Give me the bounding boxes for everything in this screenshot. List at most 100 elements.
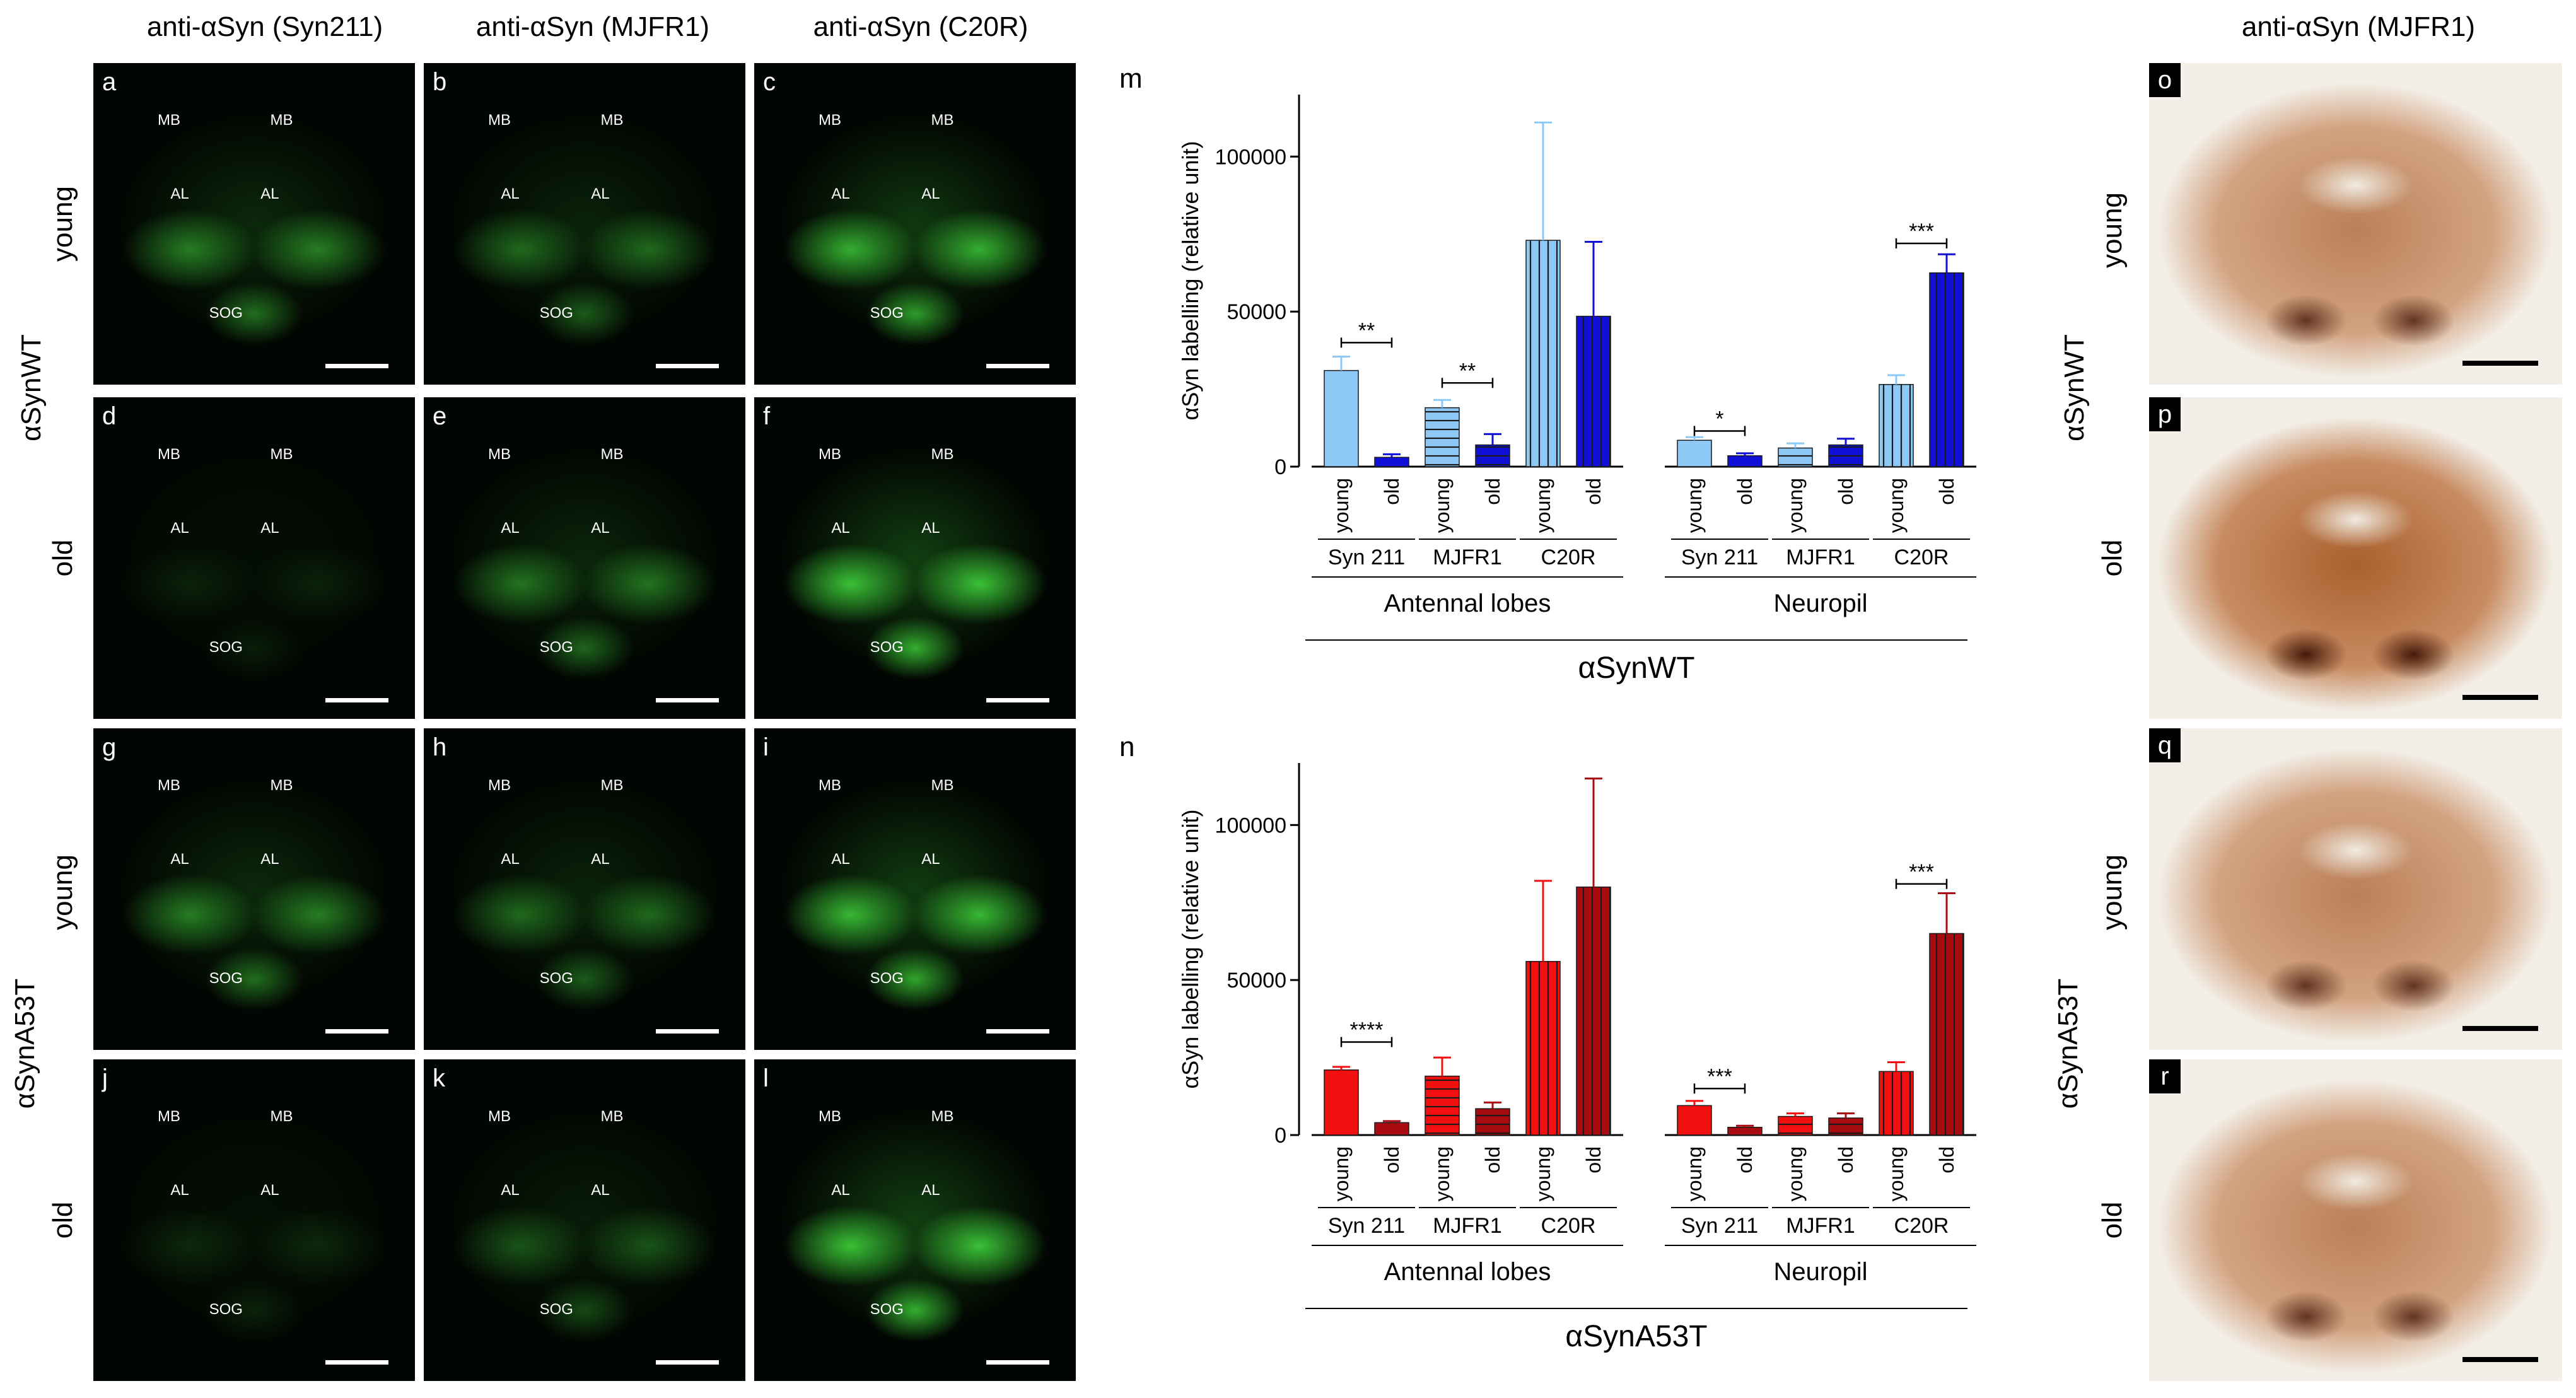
category-label: old xyxy=(1734,478,1756,505)
ihc-genotype-label-a53t: αSynA53T xyxy=(2053,978,2084,1109)
scale-bar xyxy=(656,364,719,368)
ihc-panel-o: o xyxy=(2149,63,2562,385)
bar-6 xyxy=(1677,1105,1712,1136)
antibody-group-label: C20R xyxy=(1894,545,1949,569)
region-label-al: AL xyxy=(170,519,189,537)
category-label: young xyxy=(1431,1146,1454,1201)
region-label-al: AL xyxy=(921,1181,940,1199)
panel-letter: h xyxy=(433,733,447,761)
significance-label: ** xyxy=(1358,318,1375,342)
brain-fluorescence-image xyxy=(754,728,1076,1050)
scale-bar xyxy=(2462,361,2538,366)
brain-fluorescence-image xyxy=(424,1059,745,1381)
fluorescence-panel-g: g MB MB AL AL SOG xyxy=(93,728,415,1050)
panel-letter: r xyxy=(2149,1059,2181,1093)
brain-fluorescence-image xyxy=(424,63,745,385)
chart-n-letter: n xyxy=(1119,731,1135,762)
panel-letter: q xyxy=(2149,728,2181,762)
bar-8 xyxy=(1778,447,1813,467)
region-label-mb: MB xyxy=(931,445,954,463)
scale-bar xyxy=(986,1360,1049,1365)
panel-letter: e xyxy=(433,402,447,430)
region-label-sog: SOG xyxy=(870,304,904,322)
column-title-c20r: anti-αSyn (C20R) xyxy=(813,11,1029,42)
antibody-group-label: C20R xyxy=(1541,545,1596,569)
bar-11 xyxy=(1929,933,1964,1136)
ihc-row-label-old-wt: old xyxy=(2097,539,2128,577)
significance-label: ** xyxy=(1459,359,1476,383)
category-label: young xyxy=(1784,478,1807,533)
bar-3 xyxy=(1475,444,1510,467)
category-label: young xyxy=(1885,1146,1908,1201)
bar-4 xyxy=(1525,240,1561,467)
bar-10 xyxy=(1879,383,1914,467)
y-tick-label: 0 xyxy=(1274,1124,1286,1148)
region-label-al: AL xyxy=(831,185,850,202)
fluorescence-panel-h: h MB MB AL AL SOG xyxy=(424,728,745,1050)
category-label: old xyxy=(1734,1146,1756,1174)
antibody-group-label: MJFR1 xyxy=(1786,545,1855,569)
region-label-mb: MB xyxy=(931,776,954,794)
fluorescence-panel-e: e MB MB AL AL SOG xyxy=(424,397,745,719)
scale-bar xyxy=(2462,1357,2538,1362)
region-label-al: AL xyxy=(921,850,940,868)
region-group-label: Antennal lobes xyxy=(1384,1258,1551,1286)
fluorescence-panel-a: a MB MB AL AL SOG xyxy=(93,63,415,385)
genotype-label-wt: αSynWT xyxy=(16,334,47,441)
brain-fluorescence-image xyxy=(754,397,1076,719)
y-tick-label: 100000 xyxy=(1215,813,1286,837)
region-label-mb: MB xyxy=(600,111,624,129)
region-label-mb: MB xyxy=(819,445,841,463)
y-tick-label: 100000 xyxy=(1215,145,1286,169)
region-label-mb: MB xyxy=(158,445,180,463)
genotype-label-a53t: αSynA53T xyxy=(9,978,40,1109)
antibody-group-label: MJFR1 xyxy=(1433,545,1502,569)
region-label-mb: MB xyxy=(600,445,624,463)
panel-letter: i xyxy=(763,733,769,761)
ihc-row-label-young-a53t: young xyxy=(2097,854,2128,930)
brain-fluorescence-image xyxy=(424,397,745,719)
bar-1 xyxy=(1374,1122,1409,1136)
region-label-mb: MB xyxy=(158,1107,180,1125)
significance-label: *** xyxy=(1909,219,1934,243)
category-label: old xyxy=(1582,1146,1605,1174)
brain-fluorescence-image xyxy=(93,1059,415,1381)
fluorescence-panel-d: d MB MB AL AL SOG xyxy=(93,397,415,719)
panel-letter: l xyxy=(763,1064,769,1092)
region-label-al: AL xyxy=(501,519,520,537)
panel-letter: c xyxy=(763,68,776,96)
panel-letter: p xyxy=(2149,397,2181,431)
y-axis-label: αSyn labelling (relative unit) xyxy=(1177,809,1203,1088)
region-label-mb: MB xyxy=(600,776,624,794)
brain-fluorescence-image xyxy=(93,63,415,385)
category-label: young xyxy=(1683,1146,1706,1201)
column-title-syn211: anti-αSyn (Syn211) xyxy=(146,11,383,42)
region-label-mb: MB xyxy=(819,111,841,129)
region-label-al: AL xyxy=(260,1181,279,1199)
antibody-group-label: MJFR1 xyxy=(1433,1214,1502,1238)
panel-letter: b xyxy=(433,68,447,96)
region-label-mb: MB xyxy=(488,111,511,129)
region-label-al: AL xyxy=(831,850,850,868)
bar-5 xyxy=(1576,315,1611,467)
ihc-panel-p: p xyxy=(2149,397,2562,719)
antibody-group-label: MJFR1 xyxy=(1786,1214,1855,1238)
region-label-mb: MB xyxy=(488,1107,511,1125)
brain-fluorescence-image xyxy=(754,63,1076,385)
category-label: old xyxy=(1481,478,1504,505)
scale-bar xyxy=(325,1360,388,1365)
region-label-mb: MB xyxy=(931,111,954,129)
region-label-mb: MB xyxy=(270,776,293,794)
region-label-sog: SOG xyxy=(209,304,243,322)
category-label: young xyxy=(1532,478,1554,533)
significance-label: *** xyxy=(1909,860,1934,884)
region-label-mb: MB xyxy=(158,776,180,794)
panel-letter: j xyxy=(102,1064,108,1092)
region-label-sog: SOG xyxy=(209,638,243,656)
region-label-mb: MB xyxy=(270,445,293,463)
row-label-young-a53t: young xyxy=(47,854,78,930)
scale-bar xyxy=(325,1029,388,1034)
region-label-mb: MB xyxy=(819,776,841,794)
ihc-panel-r: r xyxy=(2149,1059,2562,1381)
category-label: young xyxy=(1532,1146,1554,1201)
